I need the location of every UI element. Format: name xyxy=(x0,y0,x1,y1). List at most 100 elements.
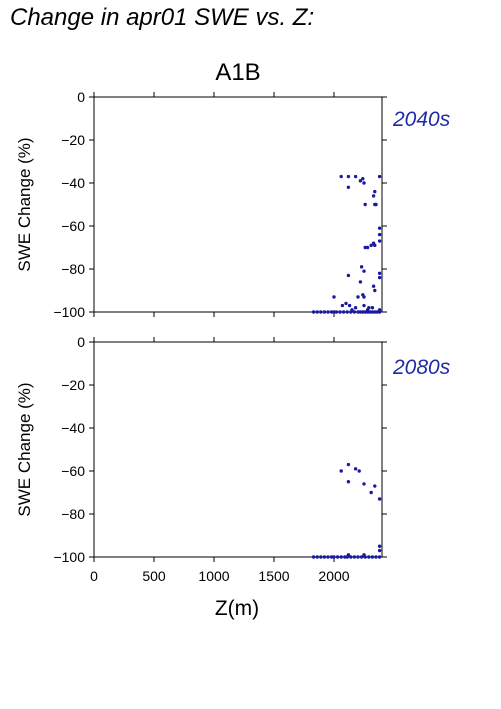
data-point xyxy=(377,555,382,559)
data-point xyxy=(329,310,334,314)
data-point xyxy=(346,174,351,179)
data-point xyxy=(377,275,382,280)
data-point xyxy=(338,310,342,314)
data-point xyxy=(359,265,364,269)
y-tick-label: −80 xyxy=(61,261,85,277)
data-point xyxy=(361,177,365,181)
data-point xyxy=(373,243,377,248)
data-point xyxy=(377,310,382,314)
data-point xyxy=(377,271,382,275)
y-tick-label: −80 xyxy=(61,506,85,522)
data-point xyxy=(339,555,343,559)
data-point xyxy=(311,310,316,314)
figure-title: Change in apr01 SWE vs. Z: xyxy=(10,4,315,31)
data-point xyxy=(319,310,323,314)
data-point xyxy=(362,303,366,308)
panel-2040s: 0 −20 −40 −60 −80 −100 SWE Change (%) 2040s xyxy=(15,89,451,320)
data-point xyxy=(375,310,379,314)
data-point xyxy=(353,467,358,471)
data-point xyxy=(368,310,372,314)
data-point xyxy=(363,245,367,250)
data-point xyxy=(353,306,358,310)
data-point xyxy=(329,555,334,559)
data-point xyxy=(346,480,351,484)
data-point xyxy=(362,295,366,299)
data-point xyxy=(362,482,366,486)
data-point xyxy=(346,462,351,467)
y-tick-label: −100 xyxy=(53,549,85,565)
data-point xyxy=(373,189,377,194)
data-point xyxy=(353,174,358,179)
data-point xyxy=(334,310,339,314)
y-tick-label: −60 xyxy=(61,463,85,479)
y-tick-label: 0 xyxy=(77,89,85,105)
plot-frame xyxy=(93,96,383,313)
data-point xyxy=(377,548,382,553)
y-tick-label: −20 xyxy=(61,132,85,148)
data-point xyxy=(319,555,323,559)
data-point xyxy=(362,553,366,557)
data-point xyxy=(339,469,343,473)
data-point xyxy=(326,310,330,314)
data-point xyxy=(365,310,370,314)
data-point xyxy=(367,306,371,310)
data-point xyxy=(363,202,367,207)
data-point xyxy=(311,555,316,559)
x-axis-label: Z(m) xyxy=(215,597,259,620)
data-point xyxy=(365,245,370,250)
period-label: 2040s xyxy=(392,108,451,131)
y-tick-label: −40 xyxy=(61,175,85,191)
data-point xyxy=(346,273,351,278)
data-point xyxy=(332,555,336,559)
y-tick-label: −100 xyxy=(53,304,85,320)
data-point xyxy=(367,555,371,559)
data-point xyxy=(335,555,340,559)
y-tick-label: −60 xyxy=(61,218,85,234)
data-point xyxy=(377,174,382,179)
data-point xyxy=(315,555,319,559)
x-tick-label: 1500 xyxy=(258,568,289,584)
data-point xyxy=(374,202,378,207)
data-point xyxy=(371,284,376,288)
data-point xyxy=(339,174,343,179)
data-point xyxy=(369,243,373,248)
y-tick-label: −20 xyxy=(61,377,85,393)
data-point xyxy=(377,226,382,230)
data-point xyxy=(358,310,363,314)
data-point xyxy=(341,310,346,314)
data-point xyxy=(322,555,327,559)
data-point xyxy=(362,181,366,185)
data-point xyxy=(362,269,366,273)
data-point xyxy=(346,185,351,189)
scenario-label: A1B xyxy=(215,59,260,86)
x-tick-label: 500 xyxy=(142,568,166,584)
data-point xyxy=(363,310,367,314)
data-point xyxy=(373,310,377,314)
y-axis-label: SWE Change (%) xyxy=(15,137,34,271)
data-point xyxy=(340,303,345,308)
data-point xyxy=(373,484,377,488)
data-point xyxy=(322,310,327,314)
data-point xyxy=(370,306,375,310)
y-axis-label: SWE Change (%) xyxy=(15,382,34,516)
y-tick-label: 0 xyxy=(77,334,85,350)
data-point xyxy=(332,295,336,299)
data-point xyxy=(369,490,373,495)
data-point xyxy=(344,301,348,306)
data-point xyxy=(332,310,336,314)
data-point xyxy=(377,232,382,237)
data-point xyxy=(357,469,361,473)
data-point xyxy=(356,310,360,314)
data-point xyxy=(347,303,352,308)
data-point xyxy=(370,555,375,559)
data-point xyxy=(352,310,357,314)
data-point xyxy=(370,310,375,314)
data-point xyxy=(350,308,354,312)
data-point xyxy=(377,544,382,548)
data-point xyxy=(326,555,330,559)
data-point xyxy=(343,555,347,559)
data-point xyxy=(356,295,360,299)
panel-2080s: 0 −20 −40 −60 −80 −100 0 500 1000 1500 2000 SWE Cha… xyxy=(15,334,451,584)
data-point xyxy=(373,288,377,293)
